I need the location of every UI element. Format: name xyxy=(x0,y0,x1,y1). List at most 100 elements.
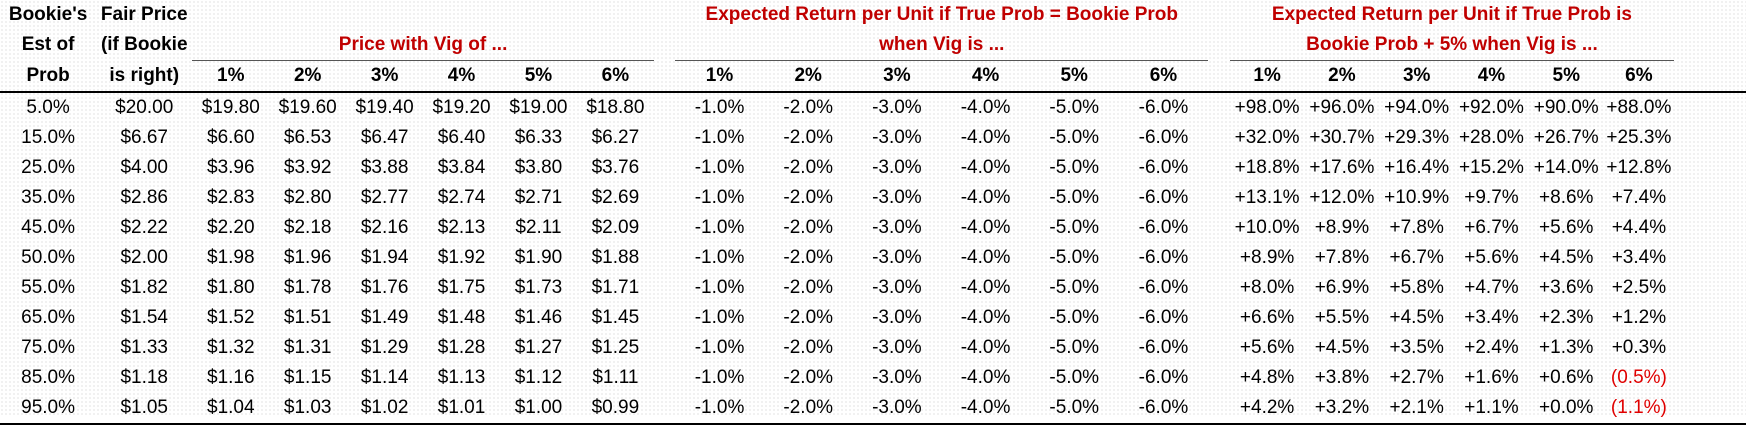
spacer-cell xyxy=(654,123,675,153)
ret-equal-cell: -5.0% xyxy=(1049,97,1100,118)
ret-equal-cell: -6.0% xyxy=(1138,367,1189,388)
bookie-est-cell: 55.0% xyxy=(21,277,76,298)
ret-plus5-cell: +1.3% xyxy=(1539,337,1594,358)
ret-equal-cell: -4.0% xyxy=(960,337,1011,358)
group-expected-return-plus5-line2: Bookie Prob + 5% when Vig is ... xyxy=(1229,30,1675,61)
ret-plus5-cell: +7.8% xyxy=(1389,217,1444,238)
ret-equal-vig-2: 2% xyxy=(763,60,853,93)
ret-equal-cell: -3.0% xyxy=(872,337,922,358)
price-cell: $1.01 xyxy=(423,393,500,425)
price-cell: $1.11 xyxy=(592,367,639,388)
spacer-cell xyxy=(654,303,675,333)
ret-equal-cell: -3.0% xyxy=(852,393,942,425)
spacer-cell xyxy=(1208,303,1229,333)
ret-plus5-cell: +98.0% xyxy=(1234,97,1300,118)
ret-plus5-cell: +3.6% xyxy=(1539,277,1594,298)
price-vig-4: 4% xyxy=(423,60,500,93)
ret-equal-cell: -5.0% xyxy=(1049,187,1100,208)
ret-plus5-cell: +25.3% xyxy=(1606,127,1672,148)
bookie-est-cell: 25.0% xyxy=(21,157,76,178)
spacer-cell xyxy=(1674,393,1746,425)
ret-equal-cell: -5.0% xyxy=(1049,277,1100,298)
ret-plus5-cell: +8.0% xyxy=(1239,277,1295,298)
ret-plus5-cell: +16.4% xyxy=(1384,157,1450,178)
ret-plus5-cell: +2.5% xyxy=(1611,277,1667,298)
price-cell: $2.80 xyxy=(283,187,332,208)
ret-equal-cell: -4.0% xyxy=(960,97,1011,118)
ret-equal-cell: -6.0% xyxy=(1118,393,1209,425)
spacer-cell xyxy=(1674,363,1746,393)
table-row: 35.0% $2.86 $2.83 $2.80 $2.77 $2.74 $2.71 $2.69… xyxy=(0,183,1746,213)
ret-plus5-vig-5: 5% xyxy=(1528,60,1604,93)
price-cell: $1.92 xyxy=(437,247,486,268)
ret-equal-cell: -5.0% xyxy=(1049,337,1100,358)
ret-plus5-cell: +4.5% xyxy=(1539,247,1594,268)
ret-equal-cell: -2.0% xyxy=(783,367,834,388)
group-expected-return-equal-line1: Expected Return per Unit if True Prob = … xyxy=(705,4,1178,25)
ret-equal-cell: -2.0% xyxy=(783,217,834,238)
ret-equal-cell: -5.0% xyxy=(1049,217,1100,238)
spacer-cell xyxy=(1674,153,1746,183)
ret-equal-cell: -3.0% xyxy=(872,247,922,268)
price-cell: $1.51 xyxy=(283,307,332,328)
spacer-cell xyxy=(654,243,675,273)
spacer-cell xyxy=(654,92,675,123)
ret-equal-cell: -2.0% xyxy=(783,187,834,208)
spacer-cell xyxy=(1208,363,1229,393)
price-cell: $1.32 xyxy=(207,337,255,358)
fair-price-cell: $1.54 xyxy=(120,307,168,328)
ret-plus5-cell: +96.0% xyxy=(1309,97,1375,118)
price-cell: $1.75 xyxy=(437,277,486,298)
fair-price-cell: $4.00 xyxy=(120,157,168,178)
ret-plus5-cell: +9.7% xyxy=(1464,187,1519,208)
price-cell: $19.20 xyxy=(432,97,491,118)
ret-equal-cell: -2.0% xyxy=(783,307,834,328)
bookie-est-cell: 65.0% xyxy=(21,307,76,328)
price-cell: $1.02 xyxy=(346,393,424,425)
price-cell: $2.16 xyxy=(360,217,409,238)
ret-plus5-cell: +7.8% xyxy=(1314,247,1370,268)
spacer-cell xyxy=(1674,303,1746,333)
spacer-cell xyxy=(653,393,676,425)
spacer-cell xyxy=(1674,123,1746,153)
price-cell: $6.53 xyxy=(283,127,332,148)
price-vig-2: 2% xyxy=(269,60,347,93)
ret-plus5-cell: +4.4% xyxy=(1611,217,1667,238)
ret-plus5-cell: +8.9% xyxy=(1314,217,1370,238)
ret-plus5-cell: +5.8% xyxy=(1389,277,1444,298)
price-vig-3: 3% xyxy=(346,60,424,93)
ret-plus5-cell: +3.8% xyxy=(1314,367,1370,388)
ret-equal-vig-4: 4% xyxy=(941,60,1030,93)
ret-plus5-cell: +15.2% xyxy=(1458,157,1524,178)
ret-equal-cell: -2.0% xyxy=(783,127,834,148)
ret-plus5-vig-3: 3% xyxy=(1379,60,1455,93)
ret-plus5-cell: +7.4% xyxy=(1611,187,1667,208)
spacer-cell xyxy=(1674,273,1746,303)
ret-plus5-cell: +26.7% xyxy=(1533,127,1599,148)
ret-equal-cell: -6.0% xyxy=(1138,217,1189,238)
spacer-cell xyxy=(1208,333,1229,363)
ret-equal-cell: -5.0% xyxy=(1049,157,1100,178)
group-expected-return-plus5-line1: Expected Return per Unit if True Prob is xyxy=(1271,4,1632,25)
price-cell: $1.94 xyxy=(360,247,409,268)
price-cell: $1.71 xyxy=(591,277,640,298)
spacer-cell xyxy=(654,183,675,213)
table-row: 5.0% $20.00 $19.80 $19.60 $19.40 $19.20 $19.00… xyxy=(0,92,1746,123)
col-fair-price-line2: (if Bookie xyxy=(100,34,188,56)
ret-plus5-cell: +3.4% xyxy=(1464,307,1519,328)
table-row: 65.0% $1.54 $1.52 $1.51 $1.49 $1.48 $1.46 $1.45… xyxy=(0,303,1746,333)
price-cell: $6.47 xyxy=(360,127,409,148)
price-cell: $2.13 xyxy=(437,217,486,238)
ret-plus5-cell: +10.0% xyxy=(1234,217,1300,238)
ret-equal-cell: -6.0% xyxy=(1138,307,1189,328)
price-cell: $1.29 xyxy=(360,337,409,358)
spacer-cell xyxy=(1208,92,1229,123)
ret-equal-cell: -1.0% xyxy=(694,187,745,208)
fair-price-cell: $20.00 xyxy=(115,97,174,118)
ret-plus5-cell: +4.5% xyxy=(1314,337,1370,358)
spacer-cell xyxy=(654,153,675,183)
ret-equal-cell: -2.0% xyxy=(783,97,834,118)
price-cell: $2.20 xyxy=(207,217,255,238)
fair-price-cell: $1.33 xyxy=(120,337,168,358)
fair-price-cell: $2.22 xyxy=(120,217,168,238)
